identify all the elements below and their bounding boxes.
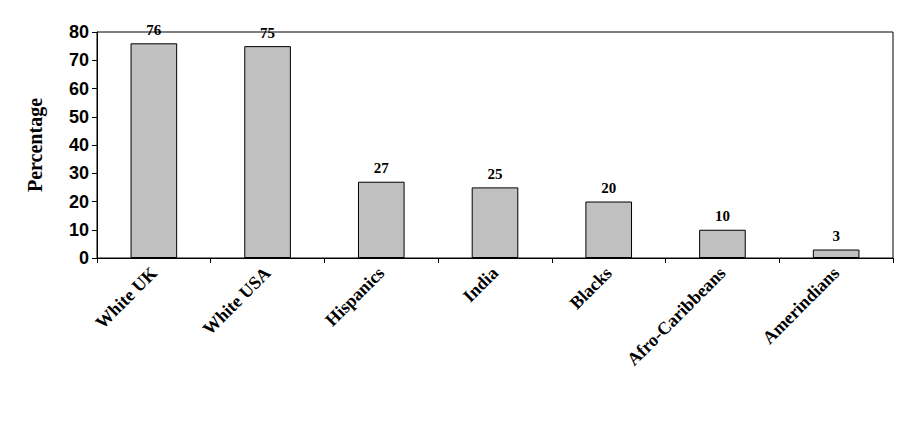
svg-text:60: 60 — [69, 79, 89, 99]
svg-text:76: 76 — [146, 22, 162, 38]
svg-text:10: 10 — [715, 208, 730, 224]
svg-text:80: 80 — [69, 22, 89, 42]
svg-text:20: 20 — [69, 192, 89, 212]
svg-text:Amerindians: Amerindians — [758, 263, 843, 348]
svg-text:27: 27 — [374, 160, 390, 176]
svg-text:50: 50 — [69, 107, 89, 127]
svg-text:Percentage: Percentage — [24, 98, 47, 192]
svg-text:75: 75 — [260, 25, 275, 41]
svg-text:White USA: White USA — [199, 263, 275, 339]
svg-text:Blacks: Blacks — [566, 263, 616, 313]
svg-text:20: 20 — [601, 180, 616, 196]
svg-text:30: 30 — [69, 163, 89, 183]
svg-text:25: 25 — [488, 166, 503, 182]
svg-text:40: 40 — [69, 135, 89, 155]
svg-text:3: 3 — [832, 228, 840, 244]
svg-text:White UK: White UK — [91, 263, 161, 333]
svg-text:India: India — [459, 263, 502, 306]
svg-text:Hispanics: Hispanics — [321, 263, 388, 330]
svg-text:70: 70 — [69, 50, 89, 70]
svg-text:10: 10 — [69, 220, 89, 240]
svg-text:Afro-Caribbeans: Afro-Caribbeans — [623, 263, 729, 369]
svg-text:0: 0 — [79, 248, 89, 268]
